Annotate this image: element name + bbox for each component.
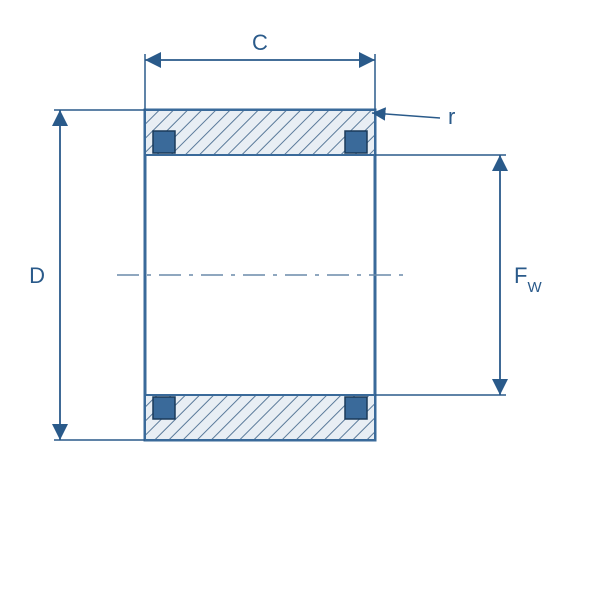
- roller: [153, 131, 175, 153]
- roller: [345, 131, 367, 153]
- label-D: D: [29, 263, 45, 288]
- label-C: C: [252, 30, 268, 55]
- roller: [153, 397, 175, 419]
- dim-C: C: [145, 30, 375, 110]
- bearing-section: [117, 110, 403, 440]
- dim-r: r: [372, 104, 455, 129]
- roller: [345, 397, 367, 419]
- top-wall: [145, 110, 375, 155]
- bottom-wall: [145, 395, 375, 440]
- label-Fw: FW: [514, 263, 542, 296]
- label-r: r: [448, 104, 455, 129]
